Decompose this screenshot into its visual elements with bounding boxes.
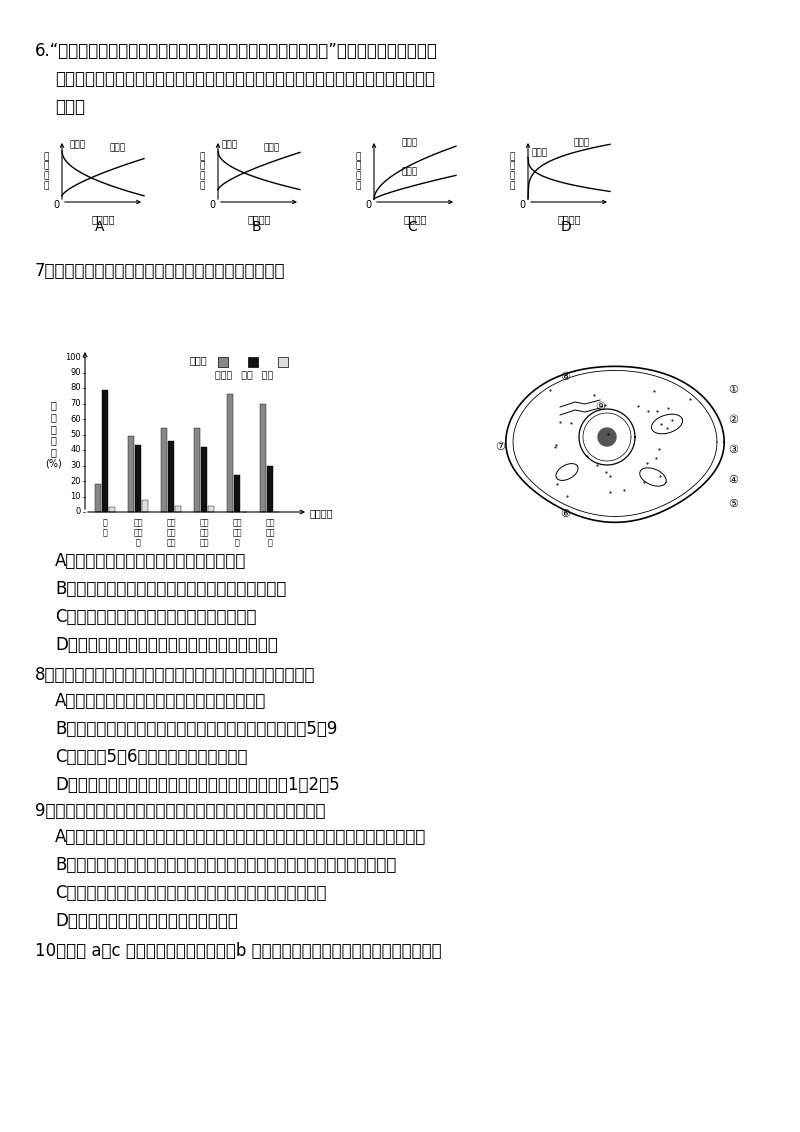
Bar <box>248 357 258 367</box>
Text: D．膜的功能越复杂，所含糖类的种类和数量越多: D．膜的功能越复杂，所含糖类的种类和数量越多 <box>55 636 278 654</box>
Text: 确的是: 确的是 <box>55 98 85 115</box>
Text: 相
对
含
量: 相 对 含 量 <box>43 152 49 190</box>
Text: 80: 80 <box>70 384 81 393</box>
Text: 髓
鞘: 髓 鞘 <box>102 518 107 537</box>
Bar <box>218 357 228 367</box>
Bar <box>135 445 141 512</box>
Text: 结合水: 结合水 <box>532 148 548 157</box>
Text: 相
对
含
量: 相 对 含 量 <box>510 152 514 190</box>
Text: 100: 100 <box>66 352 81 361</box>
Text: ③: ③ <box>728 445 738 455</box>
Text: 复苏时间: 复苏时间 <box>247 214 270 224</box>
Bar <box>278 357 288 367</box>
Text: ④: ④ <box>728 475 738 484</box>
Text: 自由水: 自由水 <box>574 138 590 147</box>
Text: 6.“绵绵的春雨，是她润醒了小草，润绿了杨树，润开了报春花。”小草被润醒了、杨树被: 6.“绵绵的春雨，是她润醒了小草，润绿了杨树，润开了报春花。”小草被润醒了、杨树… <box>35 42 438 60</box>
Text: C: C <box>407 220 417 234</box>
Text: 自由水: 自由水 <box>70 140 86 149</box>
Text: 0: 0 <box>76 507 81 516</box>
Bar <box>194 428 200 512</box>
Text: 结合水: 结合水 <box>402 168 418 177</box>
Text: 0: 0 <box>53 200 59 211</box>
Text: B．膜中的脂质和蛋白质含量的变化与膜的功能有关: B．膜中的脂质和蛋白质含量的变化与膜的功能有关 <box>55 580 286 598</box>
Text: 复苏时间: 复苏时间 <box>558 214 581 224</box>
Text: ⑨: ⑨ <box>595 402 605 412</box>
Bar <box>260 403 266 512</box>
Text: 变形
虫细
胞膜: 变形 虫细 胞膜 <box>199 518 209 547</box>
Text: 人红
细胞
膜: 人红 细胞 膜 <box>133 518 142 547</box>
Text: 0: 0 <box>209 200 215 211</box>
Text: A．构成细胞膜的主要成分是蛋白质和脂质: A．构成细胞膜的主要成分是蛋白质和脂质 <box>55 552 246 571</box>
Bar <box>227 394 234 512</box>
Bar <box>267 465 274 512</box>
Polygon shape <box>598 428 616 446</box>
Text: 9．下列有关用高倍镜观察线粒体和叶绿体的实验说法不正确的是: 9．下列有关用高倍镜观察线粒体和叶绿体的实验说法不正确的是 <box>35 801 326 820</box>
Bar <box>208 506 214 512</box>
Text: C．用菠菜叶作实验材料，要取菠菜叶的下表皮并稍带些叶肉: C．用菠菜叶作实验材料，要取菠菜叶的下表皮并稍带些叶肉 <box>55 884 326 902</box>
Text: 0: 0 <box>519 200 525 211</box>
Text: 叶绿
体片
层: 叶绿 体片 层 <box>266 518 275 547</box>
Text: C．图中的5、6能利用尿嘘呀核糖核苷酸: C．图中的5、6能利用尿嘘呀核糖核苷酸 <box>55 748 247 766</box>
Text: 90: 90 <box>70 368 81 377</box>
Text: B．若此图表示洋葱根尖分生区细胞，则应去掉的结构为5、9: B．若此图表示洋葱根尖分生区细胞，则应去掉的结构为5、9 <box>55 720 338 738</box>
Text: 图例：: 图例： <box>190 355 208 365</box>
Bar <box>175 506 181 512</box>
Text: D．此图若表示动物的性腺细胞，则不应有的结构为1、2、5: D．此图若表示动物的性腺细胞，则不应有的结构为1、2、5 <box>55 777 340 794</box>
Text: 8．如图为细胞亚显微结构示意图，下列有关说法中不正确的是: 8．如图为细胞亚显微结构示意图，下列有关说法中不正确的是 <box>35 666 315 684</box>
Text: 结合水: 结合水 <box>110 143 126 152</box>
Text: 70: 70 <box>70 398 81 408</box>
Text: 40: 40 <box>70 446 81 455</box>
Text: 结合水: 结合水 <box>222 140 238 149</box>
Text: 自由水: 自由水 <box>264 143 280 152</box>
Text: 50: 50 <box>70 430 81 439</box>
Text: C．膜的功能越简单，所含蛋白质的数量越少: C．膜的功能越简单，所含蛋白质的数量越少 <box>55 608 257 626</box>
Bar <box>168 440 174 512</box>
Text: 10: 10 <box>70 492 81 501</box>
Text: A．健那绿染液是专一性染线粒体的活细胞染料，可以使活细胞中线粒体呈现蓝绿色: A．健那绿染液是专一性染线粒体的活细胞染料，可以使活细胞中线粒体呈现蓝绿色 <box>55 827 426 846</box>
Text: 7．如图表示各种膜的组成成分含量，该图不能说明的是: 7．如图表示各种膜的组成成分含量，该图不能说明的是 <box>35 261 286 280</box>
Bar <box>95 484 101 512</box>
Text: ⑤: ⑤ <box>728 499 738 509</box>
Text: 复苏时间: 复苏时间 <box>91 214 114 224</box>
Text: 自由水: 自由水 <box>402 138 418 147</box>
Text: 润绿了、报春花被润开了的过程中细胞中自由水与结合水的相对含量变化，如图表示正: 润绿了、报春花被润开了的过程中细胞中自由水与结合水的相对含量变化，如图表示正 <box>55 70 435 88</box>
Text: A: A <box>95 220 105 234</box>
Text: 0: 0 <box>365 200 371 211</box>
Text: 复苏时间: 复苏时间 <box>403 214 426 224</box>
Bar <box>128 436 134 512</box>
Text: 10．右图 a、c 表示细胞中的两种结构，b 是它们共有的特征。下列有关叙述正确的是: 10．右图 a、c 表示细胞中的两种结构，b 是它们共有的特征。下列有关叙述正确… <box>35 942 442 960</box>
Text: 30: 30 <box>70 461 81 470</box>
Text: A．此图可用来表示低等植物细胞的亚显微结构: A．此图可用来表示低等植物细胞的亚显微结构 <box>55 692 266 710</box>
Text: 蛋白质   脂质   糖类: 蛋白质 脂质 糖类 <box>215 371 274 380</box>
Text: B．观察叶绿体时选用蕨类的叶或黑藻的叶，原因是叶片薄而小，叶绿体清楚: B．观察叶绿体时选用蕨类的叶或黑藻的叶，原因是叶片薄而小，叶绿体清楚 <box>55 856 396 874</box>
Text: ⑥: ⑥ <box>560 509 570 518</box>
Text: ②: ② <box>728 415 738 424</box>
Text: 物
质
的
含
量
(%): 物 质 的 含 量 (%) <box>45 401 62 469</box>
Bar <box>201 447 207 512</box>
Text: 相
对
含
量: 相 对 含 量 <box>199 152 205 190</box>
Bar <box>102 389 108 512</box>
Text: B: B <box>251 220 261 234</box>
Text: D．可用高倍镜直接观察叶绿体和线粒体: D．可用高倍镜直接观察叶绿体和线粒体 <box>55 912 238 931</box>
Bar <box>161 428 167 512</box>
Text: ①: ① <box>728 385 738 395</box>
Bar <box>142 499 148 512</box>
Text: D: D <box>561 220 571 234</box>
Text: ⑦: ⑦ <box>495 441 505 452</box>
Text: 膜的类别: 膜的类别 <box>310 508 334 518</box>
Text: 线粒
体内
膜: 线粒 体内 膜 <box>233 518 242 547</box>
Text: 相
对
含
量: 相 对 含 量 <box>355 152 361 190</box>
Text: 20: 20 <box>70 477 81 486</box>
Bar <box>234 474 240 512</box>
Text: 小鼠
肝脏
胆膜: 小鼠 肝脏 胆膜 <box>166 518 176 547</box>
Text: 60: 60 <box>70 414 81 423</box>
Bar <box>109 507 114 512</box>
Text: ⑧: ⑧ <box>560 372 570 381</box>
